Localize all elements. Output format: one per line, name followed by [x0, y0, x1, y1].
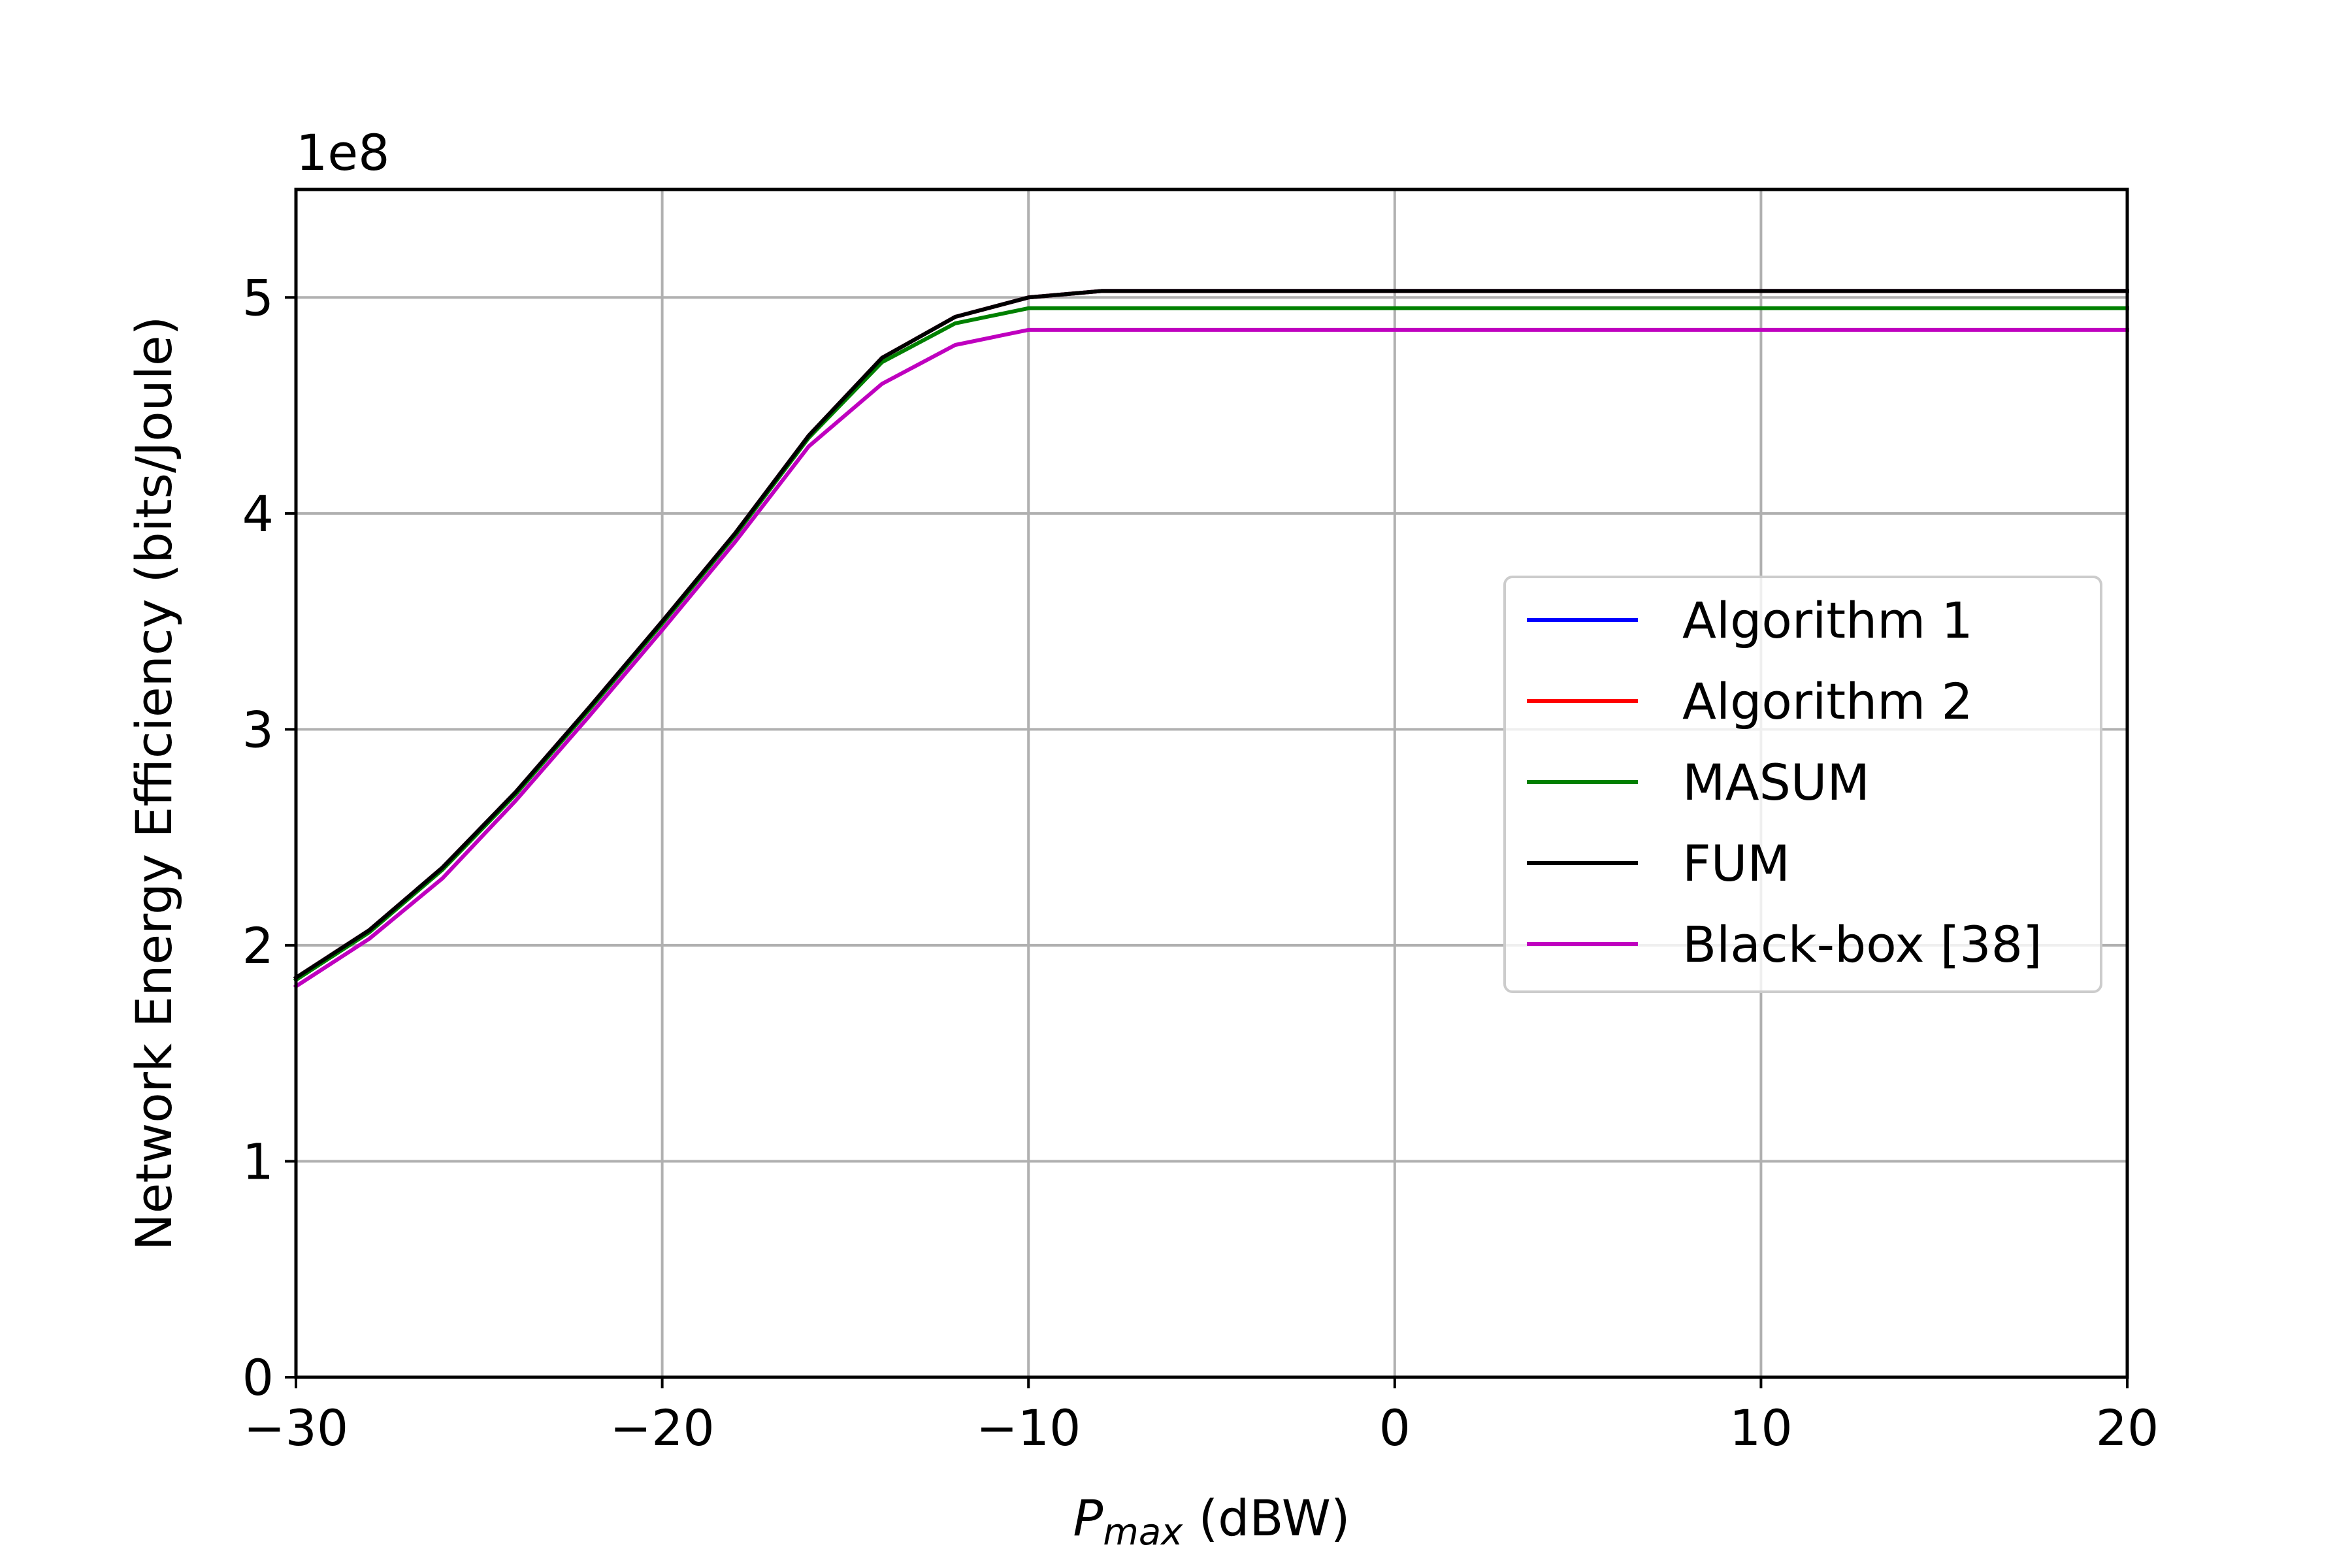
- x-tick-label: −20: [610, 1399, 714, 1457]
- y-tick-label: 4: [242, 485, 274, 543]
- series-lines: [293, 289, 2129, 989]
- y-axis-label: Network Energy Efficiency (bits/Joule): [125, 316, 183, 1251]
- x-tick-label: 20: [2096, 1399, 2159, 1457]
- series-line-black-box-38: [293, 327, 2129, 989]
- x-tick-label: 10: [1729, 1399, 1793, 1457]
- legend-label: MASUM: [1682, 753, 1870, 811]
- axis-ticks: −30 −20 −10 0 10 20 0 1 2 3 4 5: [242, 269, 2159, 1457]
- x-axis-label-main: P: [1073, 1489, 1103, 1547]
- legend-label: Algorithm 2: [1682, 672, 1973, 730]
- legend-label: Algorithm 1: [1682, 591, 1973, 649]
- y-tick-label: 5: [242, 269, 274, 327]
- y-tick-label: 3: [242, 700, 274, 759]
- legend-label: FUM: [1682, 834, 1790, 892]
- x-axis-label-subscript: max: [1103, 1511, 1183, 1554]
- plot-frame: [294, 188, 2129, 1379]
- legend: Algorithm 1 Algorithm 2 MASUM FUM Black-box …: [1503, 576, 2102, 993]
- y-offset-text: 1e8: [296, 123, 389, 182]
- x-tick-label: −10: [976, 1399, 1081, 1457]
- x-axis-label: Pmax (dBW): [1073, 1489, 1350, 1554]
- legend-label: Black-box [38]: [1682, 915, 2042, 973]
- y-tick-label: 1: [242, 1132, 274, 1190]
- y-tick-label: 0: [242, 1348, 274, 1407]
- x-axis-label-unit: (dBW): [1183, 1489, 1350, 1547]
- x-tick-label: −30: [244, 1399, 348, 1457]
- y-tick-label: 2: [242, 917, 274, 975]
- x-tick-label: 0: [1379, 1399, 1411, 1457]
- legend-box: [1503, 576, 2102, 993]
- series-line-fum: [293, 289, 2129, 981]
